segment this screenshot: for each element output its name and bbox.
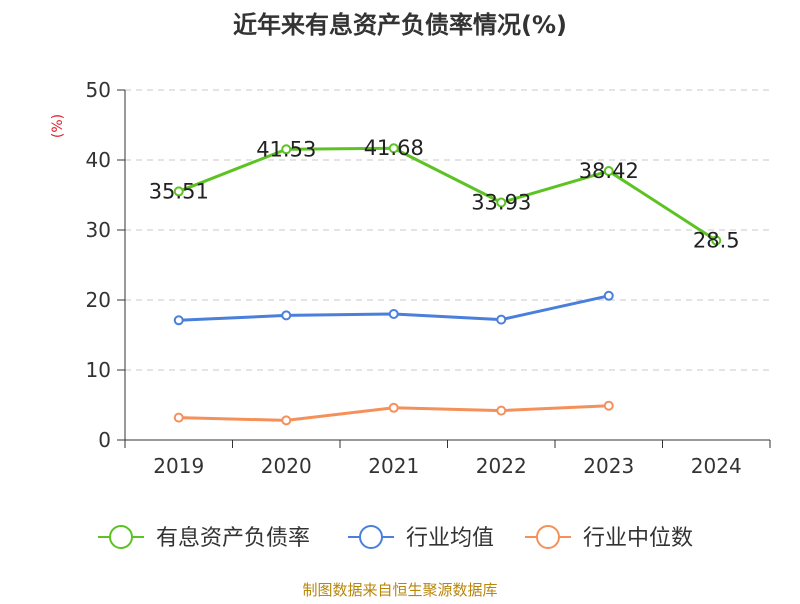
y-tick-label: 40 [86,148,111,172]
data-label: 41.68 [364,136,424,160]
y-tick-label: 20 [86,288,111,312]
legend-marker [359,525,383,549]
data-point [281,144,292,155]
y-axis-label: (%) [50,114,66,138]
data-point [603,290,614,301]
chart-title: 近年来有息资产负债率情况(%) [233,11,567,39]
y-tick-label: 0 [98,428,111,452]
x-tick-label: 2020 [261,454,312,478]
data-point [603,400,614,411]
data-point [173,315,184,326]
legend-label: 行业均值 [406,526,494,551]
series-layer [173,143,722,426]
data-label: 28.5 [693,229,740,253]
data-point [173,412,184,423]
data-point [496,314,507,325]
data-label: 33.93 [471,190,531,214]
legend-marker [109,525,133,549]
y-tick-label: 30 [86,218,111,242]
legend-label: 行业中位数 [583,526,693,551]
data-point [173,186,184,197]
legend-marker [536,525,560,549]
data-point [496,405,507,416]
legend-item[interactable]: 有息资产负债率 [98,525,310,551]
x-tick-label: 2022 [476,454,527,478]
series-line [177,146,718,242]
data-point [281,310,292,321]
data-point [496,197,507,208]
x-tick-label: 2021 [368,454,419,478]
data-label: 38.42 [579,159,639,183]
legend-item[interactable]: 行业均值 [348,525,494,551]
source-note: 制图数据来自恒生聚源数据库 [302,581,497,599]
legend-label: 有息资产负债率 [156,526,310,551]
data-point [281,415,292,426]
y-tick-label: 10 [86,358,111,382]
data-point [388,309,399,319]
legend[interactable]: 有息资产负债率 行业均值 行业中位数 [98,525,693,551]
y-tick-label: 50 [86,78,111,102]
legend-item[interactable]: 行业中位数 [525,525,693,551]
data-point [603,166,614,177]
grid-lines [125,89,770,371]
data-point [711,235,722,246]
data-point [388,143,399,154]
data-label: 41.53 [256,137,316,161]
data-label: 35.51 [149,179,209,203]
x-tick-label: 2024 [691,454,742,478]
data-point [388,402,399,413]
axes: 0 10 20 30 40 50 2019 2020 2021 2022 2023 2024 [86,78,771,478]
x-tick-label: 2023 [583,454,634,478]
data-labels: 35.51 41.53 41.68 33.93 38.42 28.5 [149,136,740,252]
x-tick-label: 2019 [153,454,204,478]
